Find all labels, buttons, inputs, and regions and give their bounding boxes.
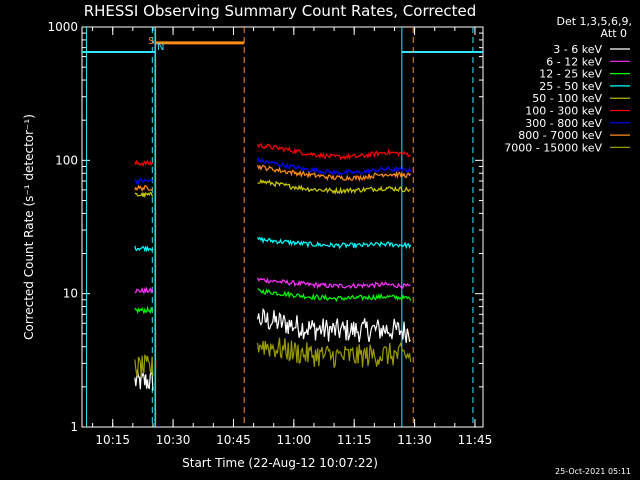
legend-label: 25 - 50 keV [539, 80, 602, 93]
series-line [134, 288, 412, 315]
series-line [134, 164, 412, 192]
x-tick-label: 11:00 [277, 433, 312, 447]
series-line [134, 277, 411, 295]
series-line [134, 156, 412, 186]
x-axis-label: Start Time (22-Aug-12 10:07:22) [182, 456, 378, 470]
legend-label: 50 - 100 keV [532, 92, 602, 105]
chart-title: RHESSI Observing Summary Count Rates, Co… [84, 2, 477, 20]
series-line [134, 337, 412, 378]
legend-header-line2: Att 0 [601, 27, 627, 40]
x-tick-label: 11:15 [337, 433, 372, 447]
series-line [134, 236, 412, 253]
y-axis-label: Corrected Count Rate (s⁻¹ detector⁻¹) [22, 114, 36, 340]
attenuator-and-flags: SN [82, 27, 483, 427]
legend-label: 12 - 25 keV [539, 68, 602, 81]
series-line [134, 142, 411, 168]
x-tick-label: 10:45 [216, 433, 251, 447]
flag-label: N [157, 42, 164, 53]
series-lines [134, 142, 412, 391]
legend-label: 300 - 800 keV [525, 117, 602, 130]
legend-label: 6 - 12 keV [546, 55, 602, 68]
plot-area: 1 10 100 1000 10:15 10:30 10:45 11:00 11:15 11:3… [47, 20, 492, 447]
legend-label: 7000 - 15000 keV [504, 141, 602, 154]
legend-label: 3 - 6 keV [553, 43, 602, 56]
x-tick-label: 11:30 [397, 433, 432, 447]
x-tick-label: 11:45 [458, 433, 493, 447]
flag-label: S [148, 36, 154, 47]
legend-label: 800 - 7000 keV [518, 129, 602, 142]
y-axis: 1 10 100 1000 [47, 20, 483, 434]
y-tick-label: 100 [55, 153, 78, 167]
x-tick-label: 10:30 [156, 433, 191, 447]
series-line [134, 178, 412, 199]
legend-header-line1: Det 1,3,5,6,9, [556, 15, 632, 28]
legend-label: 100 - 300 keV [525, 105, 602, 118]
y-tick-label: 1000 [47, 20, 78, 34]
x-axis: 10:15 10:30 10:45 11:00 11:15 11:30 11:45 [92, 27, 493, 447]
y-tick-label: 10 [63, 287, 78, 301]
x-tick-label: 10:15 [95, 433, 130, 447]
timestamp: 25-Oct-2021 05:11 [555, 467, 631, 476]
y-tick-label: 1 [70, 420, 78, 434]
plot-frame [81, 26, 484, 428]
